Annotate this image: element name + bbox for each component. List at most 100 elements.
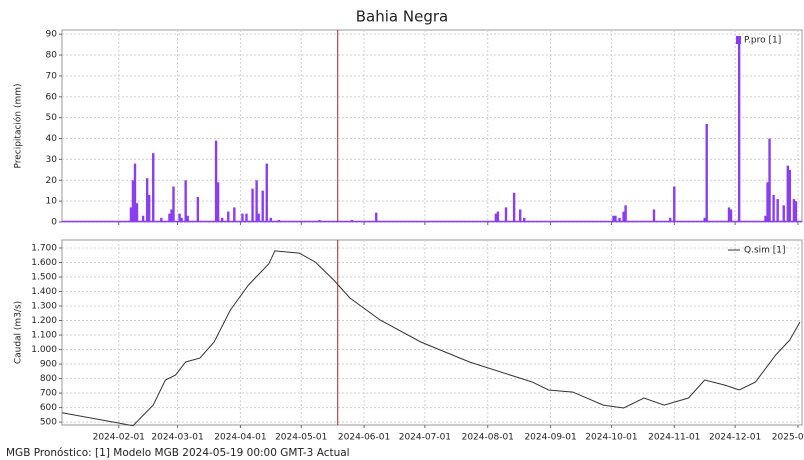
y-axis-label: Precipitación (mm) xyxy=(13,83,24,168)
bar xyxy=(523,217,526,222)
bar xyxy=(622,211,625,222)
bar xyxy=(135,203,139,222)
y-axis-label: Caudal (m3/s) xyxy=(14,301,24,364)
bar xyxy=(216,182,220,222)
bar xyxy=(772,194,775,222)
bar xyxy=(729,209,733,222)
bar xyxy=(147,194,151,222)
bar xyxy=(705,123,708,222)
y-tick-label: 0 xyxy=(51,218,57,228)
bar xyxy=(737,38,741,222)
bar xyxy=(257,213,260,222)
bar xyxy=(673,186,676,222)
x-tick-label: 2024-08-01 xyxy=(462,433,514,443)
x-tick-label: 2025-01-01 xyxy=(772,433,804,443)
bar xyxy=(496,211,500,222)
bar xyxy=(233,207,236,222)
y-tick-label: 800 xyxy=(40,374,57,384)
y-tick-label: 500 xyxy=(40,418,57,428)
bar xyxy=(220,217,224,222)
y-tick-label: 50 xyxy=(46,113,58,123)
y-tick-label: 30 xyxy=(46,155,58,165)
bar xyxy=(145,178,149,222)
bar xyxy=(186,215,189,222)
bar xyxy=(727,207,731,222)
bar xyxy=(612,215,615,222)
bar xyxy=(518,209,522,222)
bar xyxy=(214,140,218,222)
y-tick-label: 40 xyxy=(46,134,58,144)
y-tick-label: 80 xyxy=(46,51,58,61)
bar xyxy=(227,211,230,222)
x-tick-label: 2024-10-01 xyxy=(585,433,637,443)
y-tick-label: 10 xyxy=(46,197,58,207)
bar xyxy=(375,212,378,222)
bar xyxy=(618,217,621,222)
bar xyxy=(794,201,798,222)
chart-title: Bahia Negra xyxy=(356,8,448,26)
y-tick-label: 1.700 xyxy=(31,243,57,253)
bar xyxy=(782,205,785,222)
bar xyxy=(168,213,171,222)
x-tick-label: 2024-04-01 xyxy=(214,433,266,443)
bar xyxy=(184,180,187,222)
y-tick-label: 900 xyxy=(40,360,57,370)
bar xyxy=(261,190,264,222)
bar xyxy=(269,217,273,222)
y-tick-label: 60 xyxy=(46,92,58,102)
bar xyxy=(768,138,771,222)
bar xyxy=(703,217,706,222)
x-tick-label: 2024-12-01 xyxy=(709,433,761,443)
bar xyxy=(172,186,175,222)
bar xyxy=(160,217,163,222)
bar xyxy=(265,163,268,222)
y-tick-label: 1.600 xyxy=(31,258,57,268)
bar xyxy=(178,213,181,222)
plot-area xyxy=(61,239,803,426)
bar xyxy=(318,219,321,222)
bar xyxy=(766,182,769,222)
bar xyxy=(776,199,779,222)
bar xyxy=(170,209,173,222)
bar xyxy=(669,217,672,222)
flow-line xyxy=(61,250,801,427)
x-tick-label: 2024-02-01 xyxy=(93,433,145,443)
bar xyxy=(245,213,248,222)
y-tick-label: 90 xyxy=(46,30,58,40)
y-tick-label: 70 xyxy=(46,71,58,81)
x-tick-label: 2024-09-01 xyxy=(524,433,576,443)
bar xyxy=(504,207,508,222)
bar xyxy=(152,153,155,222)
y-tick-label: 1.500 xyxy=(31,273,57,283)
bar xyxy=(614,215,617,222)
y-tick-label: 1.400 xyxy=(31,287,57,297)
bar xyxy=(624,205,627,222)
bar xyxy=(652,209,656,222)
y-tick-label: 600 xyxy=(40,403,57,413)
x-tick-label: 2024-11-01 xyxy=(648,433,700,443)
x-tick-label: 2024-05-01 xyxy=(275,433,327,443)
y-tick-label: 1.300 xyxy=(31,302,57,312)
bar xyxy=(350,219,354,222)
x-tick-label: 2024-06-01 xyxy=(338,433,390,443)
bar xyxy=(241,213,244,222)
bar xyxy=(141,215,145,222)
y-tick-label: 1.000 xyxy=(31,345,57,355)
y-tick-label: 1.100 xyxy=(31,331,57,341)
legend-label: P.pro [1] xyxy=(744,36,781,46)
bar xyxy=(180,217,183,222)
bar xyxy=(788,169,792,222)
bar xyxy=(786,165,790,222)
bar xyxy=(133,163,137,222)
footer: MGB Pronóstico: [1] Modelo MGB 2024-05-1… xyxy=(6,447,350,459)
bar xyxy=(764,215,767,222)
bar xyxy=(251,188,254,222)
bar xyxy=(255,180,258,222)
x-tick-label: 2024-03-01 xyxy=(151,433,203,443)
y-tick-label: 1.200 xyxy=(31,316,57,326)
x-tick-label: 2024-07-01 xyxy=(399,433,451,443)
bar xyxy=(792,199,796,222)
bar xyxy=(494,213,498,222)
bar xyxy=(131,180,135,222)
